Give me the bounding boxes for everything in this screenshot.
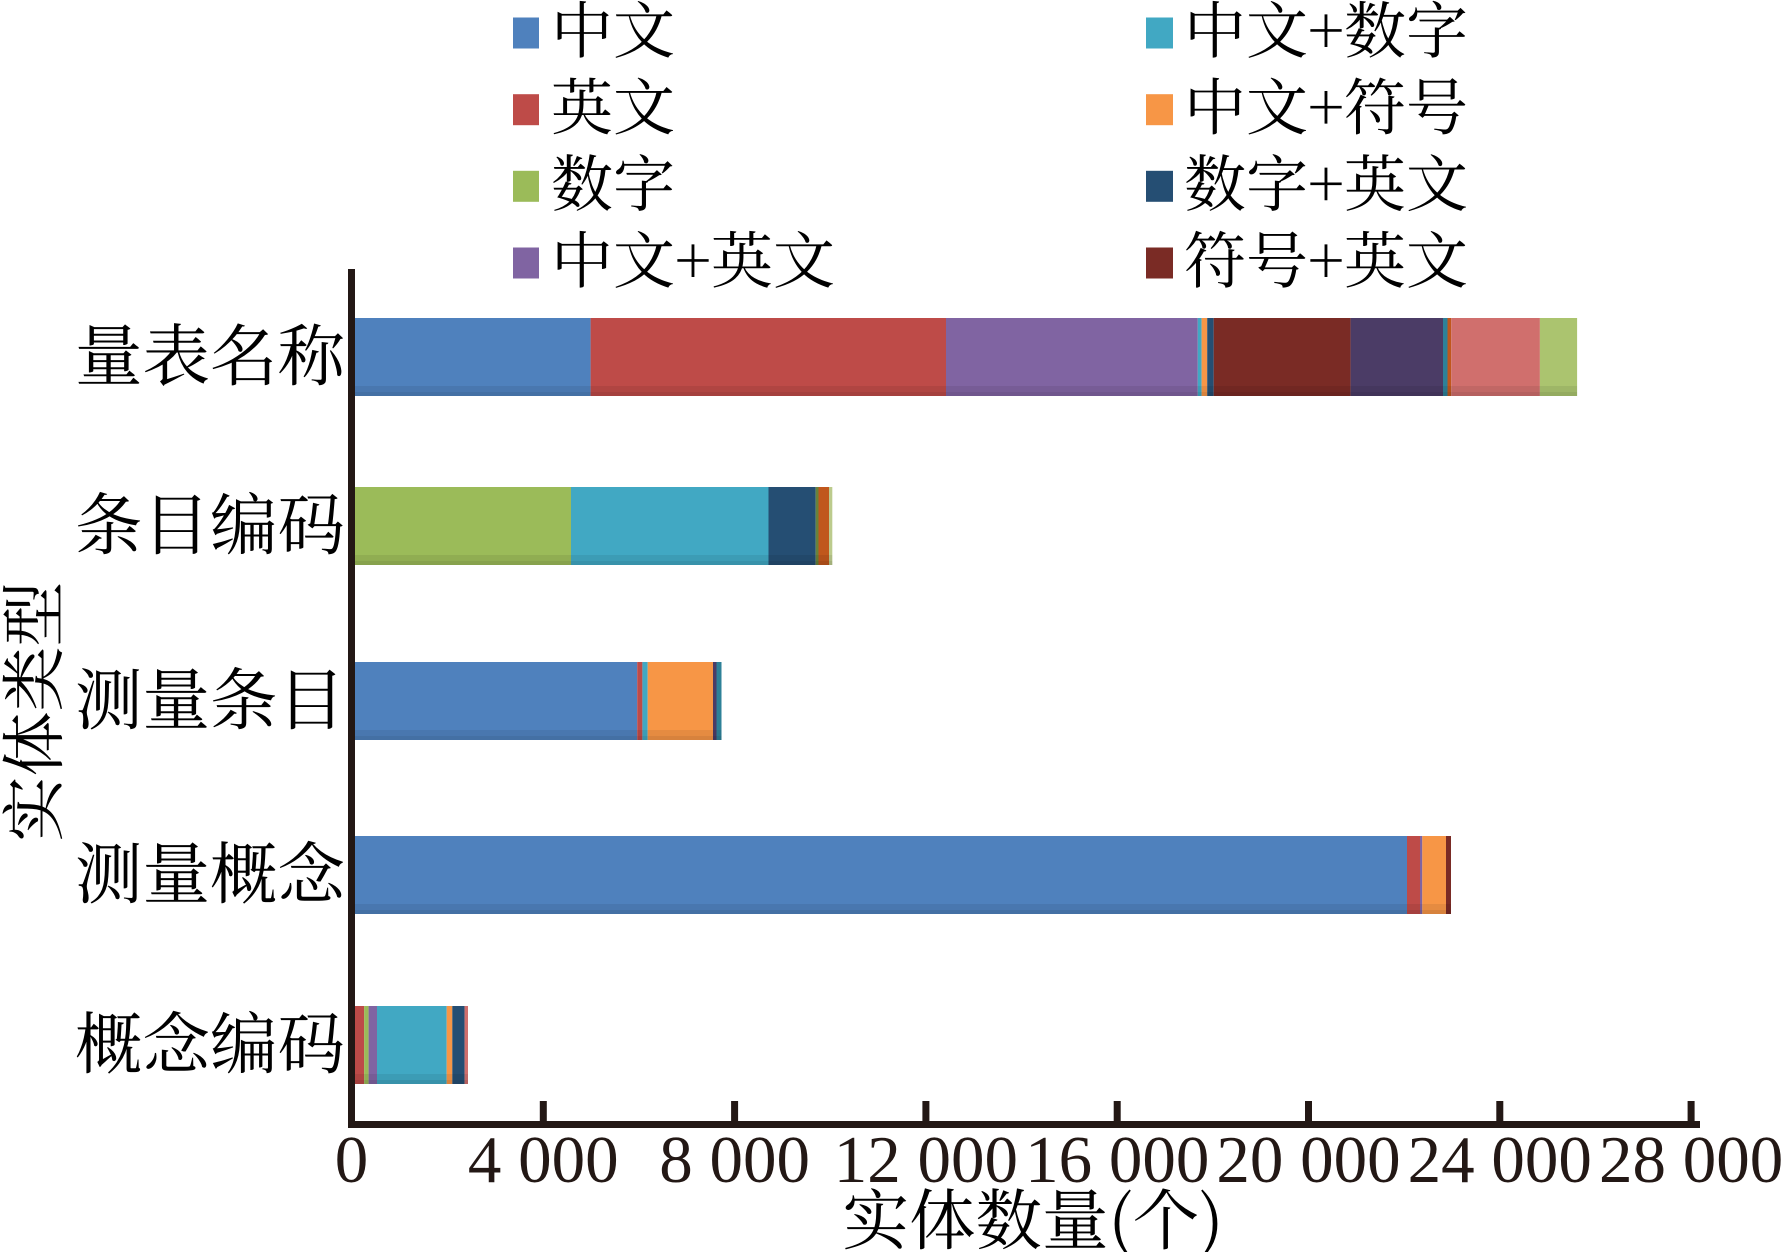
svg-text:16 000: 16 000	[1025, 1123, 1209, 1197]
svg-text:12 000: 12 000	[834, 1123, 1018, 1197]
svg-text:0: 0	[335, 1123, 369, 1197]
svg-text:8 000: 8 000	[659, 1123, 810, 1197]
svg-text:28 000: 28 000	[1599, 1123, 1781, 1197]
svg-text:20 000: 20 000	[1216, 1123, 1400, 1197]
svg-text:4 000: 4 000	[468, 1123, 619, 1197]
svg-text:24 000: 24 000	[1408, 1123, 1592, 1197]
